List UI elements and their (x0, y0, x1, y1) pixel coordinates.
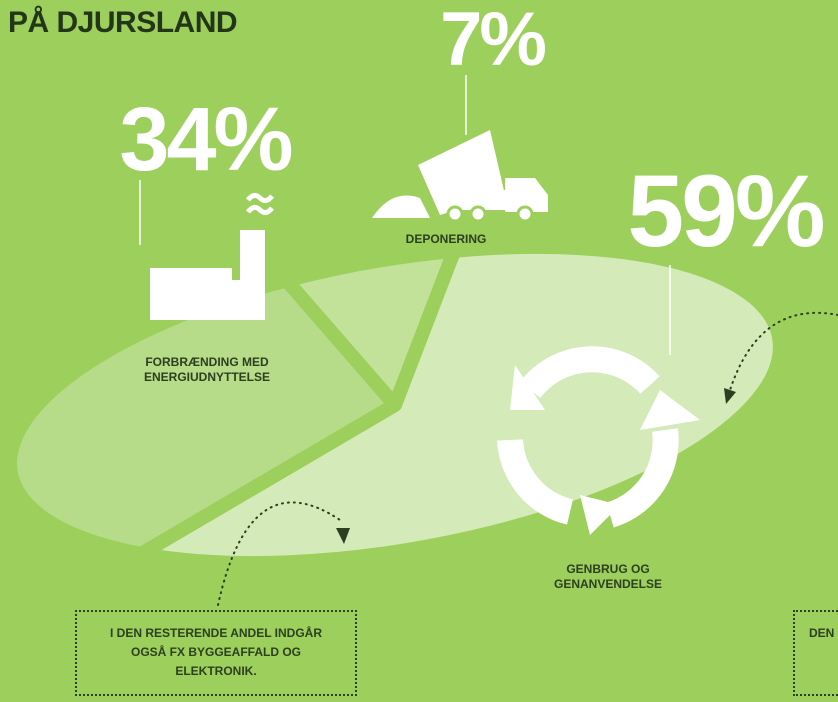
dotted-arrows (217, 311, 838, 606)
arrow-heads (336, 388, 736, 544)
note: DEN (793, 610, 838, 696)
category-label: DEPONERING (405, 232, 487, 246)
chart-title: PÅ DJURSLAND (8, 6, 238, 39)
pie-slice (99, 198, 804, 596)
factory-icon (150, 192, 274, 320)
recycle-icon (497, 346, 679, 528)
truck-icon (372, 130, 548, 223)
recycle-arrows (510, 365, 700, 535)
category-label: GENBRUG OG GENANVENDELSE (553, 562, 663, 591)
value-label: 59% (627, 154, 825, 268)
value-label: 34% (119, 90, 293, 190)
category-label: FORBRÆNDING MED ENERGIUDNYTTELSE (143, 355, 270, 384)
value-label: 7% (440, 0, 547, 82)
note: I DEN RESTERENDE ANDEL INDGÅR OGSÅ FX BY… (75, 610, 357, 696)
decor (139, 75, 671, 355)
